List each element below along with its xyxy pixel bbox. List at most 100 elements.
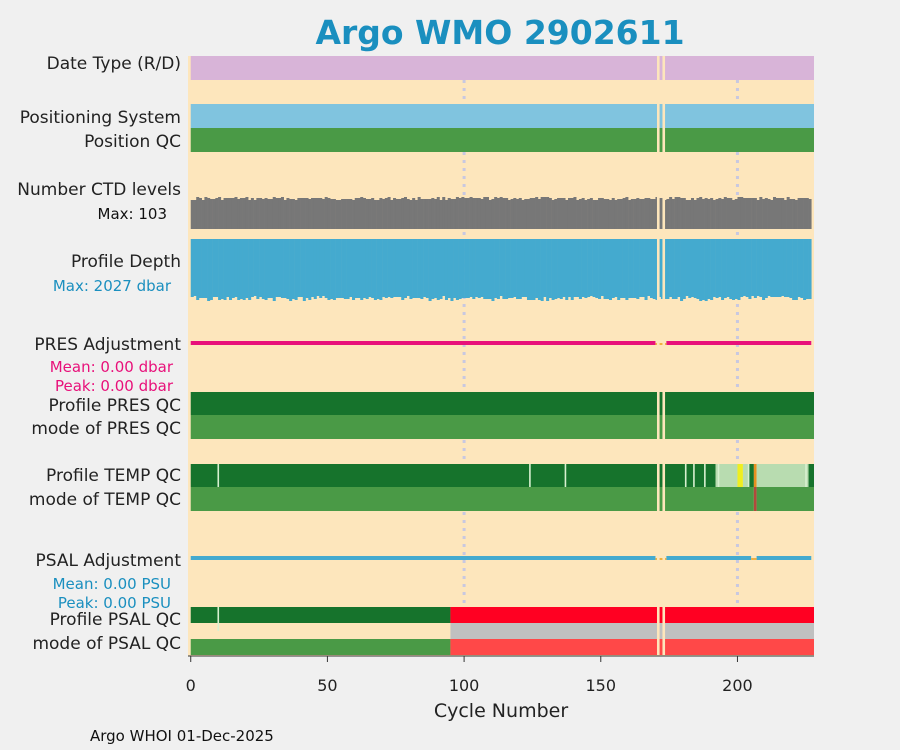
profile-depth-bar <box>559 239 563 299</box>
temp-qc-segment-5 <box>748 464 754 487</box>
profile-depth-bar <box>371 239 375 298</box>
pres-adjustment-mean: Mean: 0.00 dbar <box>50 358 174 376</box>
ctd-level-bar <box>220 200 224 229</box>
ctd-level-bar <box>280 197 284 229</box>
profile-depth-bar <box>231 239 235 298</box>
positioning-system-segment-0 <box>190 104 814 128</box>
x-ticks: 0 50 100 150 200 <box>186 656 753 695</box>
profile-depth-bar <box>699 239 703 301</box>
x-tick-label-100: 100 <box>449 676 480 695</box>
profile-depth-bar <box>606 239 610 299</box>
ctd-level-bar <box>434 199 438 229</box>
temp-qc-segment-1 <box>685 464 716 487</box>
ctd-level-bar <box>516 199 520 229</box>
ctd-level-bar <box>390 200 394 229</box>
profile-depth-bar <box>464 239 468 298</box>
ctd-level-bar <box>477 198 481 229</box>
temp-qc-gap-1 <box>529 464 531 487</box>
ctd-level-bar <box>201 200 205 229</box>
temp-mode-segment-0 <box>190 487 754 511</box>
ctd-level-bar <box>209 199 213 229</box>
ctd-level-bar <box>622 198 626 229</box>
profile-depth-bar <box>434 239 438 298</box>
profile-depth-bar <box>685 239 689 296</box>
ctd-level-bar <box>384 198 388 229</box>
ctd-level-bar <box>518 198 522 229</box>
ctd-level-bar <box>218 197 222 229</box>
row-label-mode-pres-qc: mode of PRES QC <box>31 419 181 439</box>
profile-depth-bar <box>507 239 511 298</box>
profile-depth-bar <box>346 239 350 299</box>
profile-depth-bar <box>751 239 755 296</box>
profile-depth-bar <box>595 239 599 298</box>
profile-depth-bar <box>289 239 293 301</box>
profile-depth-bar <box>319 239 323 298</box>
ctd-level-bar <box>272 197 276 229</box>
profile-depth-bar <box>726 239 730 297</box>
ctd-level-bar <box>762 199 766 229</box>
profile-depth-bar <box>557 239 561 298</box>
ctd-level-bar <box>294 200 298 229</box>
ctd-level-bar <box>239 198 243 229</box>
ctd-level-bar <box>764 198 768 229</box>
ctd-level-bar <box>581 198 585 229</box>
profile-depth-bar <box>658 239 662 297</box>
profile-depth-bar <box>734 239 738 299</box>
profile-depth-bar <box>395 239 399 297</box>
profile-depth-bar <box>532 239 536 300</box>
temp-mode-segment-1 <box>753 487 757 511</box>
profile-depth-bar <box>455 239 459 300</box>
profile-depth-bar <box>190 239 194 297</box>
footer-credit: Argo WHOI 01-Dec-2025 <box>90 727 274 745</box>
ctd-level-bar <box>357 198 361 229</box>
ctd-level-bar <box>442 197 446 229</box>
profile-depth-bar <box>414 239 418 298</box>
profile-depth-bar <box>417 239 421 298</box>
profile-depth-bar <box>764 239 768 298</box>
ctd-level-bar <box>352 200 356 229</box>
ctd-level-bar <box>778 198 782 229</box>
profile-depth-bar <box>485 239 489 299</box>
ctd-level-bar <box>253 200 257 229</box>
ctd-level-bar <box>469 197 473 229</box>
psal-qc-segment-1 <box>450 607 814 623</box>
profile-depth-bar <box>652 239 656 299</box>
ctd-level-bar <box>696 198 700 229</box>
ctd-level-bar <box>731 200 736 229</box>
ctd-level-bar <box>718 198 722 229</box>
profile-depth-bar <box>710 239 714 300</box>
ctd-level-bar <box>712 200 716 229</box>
profile-depth-bar <box>297 239 301 297</box>
psal-adjustment-peak: Peak: 0.00 PSU <box>58 594 171 612</box>
ctd-level-bar <box>475 198 479 229</box>
row-label-profile-depth: Profile Depth <box>71 252 181 272</box>
profile-depth-bar <box>554 239 558 299</box>
ctd-level-bar <box>308 199 312 229</box>
ctd-level-bar <box>598 198 602 229</box>
ctd-level-bar <box>507 200 511 229</box>
ctd-level-bar <box>513 198 517 229</box>
profile-depth-bar <box>453 239 457 298</box>
profile-depth-bar <box>264 239 268 300</box>
profile-depth-bar <box>548 239 552 298</box>
ctd-level-bar <box>617 199 621 229</box>
ctd-level-bar <box>603 199 607 229</box>
profile-depth-bar <box>223 239 227 300</box>
x-axis-label: Cycle Number <box>434 700 568 722</box>
profile-depth-bar <box>352 239 356 300</box>
row-label-mode-psal-qc: mode of PSAL QC <box>32 634 181 654</box>
temp-qc-segment-2 <box>715 464 738 487</box>
ctd-level-bar <box>589 198 593 229</box>
profile-depth-bar <box>209 239 213 300</box>
profile-depth-bar <box>316 239 320 296</box>
profile-depth-bar <box>357 239 361 298</box>
profile-depth-bar <box>805 239 809 299</box>
ctd-level-bar <box>226 198 230 229</box>
ctd-level-bar <box>311 198 315 229</box>
profile-depth-bar <box>237 239 241 300</box>
profile-depth-bar <box>496 239 500 299</box>
profile-depth-bar <box>636 239 640 299</box>
chart-title: Argo WMO 2902611 <box>315 13 684 52</box>
row-label-date-type: Date Type (R/D) <box>47 54 181 74</box>
profile-depth-bar <box>622 239 626 298</box>
